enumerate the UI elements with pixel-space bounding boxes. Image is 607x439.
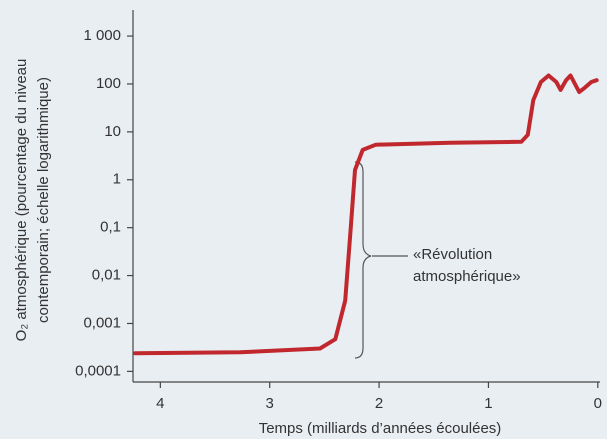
- x-tick-label: 0: [594, 395, 602, 412]
- y-tick-label: 100: [96, 75, 121, 92]
- annotation: «Révolution: [413, 246, 492, 263]
- x-tick-label: 4: [156, 395, 164, 412]
- x-tick-label: 3: [266, 395, 274, 412]
- y-axis-label: contemporain; échelle logarithmique): [35, 77, 52, 323]
- y-tick-label: 10: [104, 123, 121, 140]
- data-line: [133, 73, 599, 356]
- y-axis-label: O₂ atmosphérique (pourcentage du niveau: [13, 59, 30, 342]
- y-tick-label: 1: [113, 171, 121, 188]
- x-tick-label: 1: [484, 395, 492, 412]
- annotation: atmosphérique»: [413, 268, 521, 285]
- y-tick-label: 0,1: [100, 219, 121, 236]
- bracket: [354, 161, 372, 359]
- y-tick-label: 1 000: [83, 27, 121, 44]
- y-tick-label: 0,001: [83, 314, 121, 331]
- y-tick-label: 0,0001: [75, 362, 121, 379]
- x-tick-label: 2: [375, 395, 383, 412]
- x-axis-label: Temps (milliards d’années écoulées): [259, 420, 502, 437]
- y-tick-label: 0,01: [92, 267, 121, 284]
